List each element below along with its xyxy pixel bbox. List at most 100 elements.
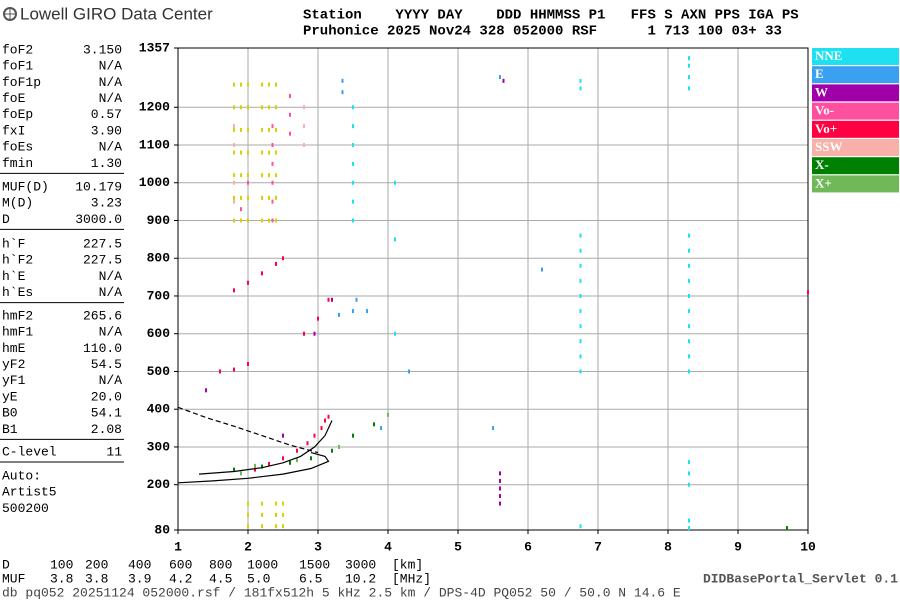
echo-point xyxy=(499,471,501,476)
echo-point xyxy=(303,124,305,129)
table-cell: 800 xyxy=(209,557,232,572)
legend-swatch xyxy=(812,120,899,138)
table-cell: 10.2 xyxy=(345,571,376,586)
echo-point xyxy=(240,195,242,200)
y-tick-label: 200 xyxy=(147,477,171,492)
echo-point xyxy=(247,512,249,517)
echo-point xyxy=(688,471,690,476)
parameter-value: N/A xyxy=(99,285,123,300)
echo-point xyxy=(254,467,256,472)
legend-label: X+ xyxy=(815,175,832,190)
table-cell: 3.8 xyxy=(50,571,73,586)
echo-point xyxy=(275,150,277,155)
echo-point xyxy=(579,324,582,329)
x-tick-label: 1 xyxy=(174,539,182,554)
parameter-name: h`F xyxy=(2,236,25,251)
echo-point xyxy=(688,309,690,314)
echo-point xyxy=(233,218,235,223)
x-tick-label: 7 xyxy=(594,539,602,554)
echo-point xyxy=(296,458,298,463)
table-cell: 3.8 xyxy=(85,571,108,586)
profile-curve xyxy=(198,420,333,475)
parameter-name: B0 xyxy=(2,406,18,421)
echo-point xyxy=(289,112,291,117)
x-tick-label: 2 xyxy=(244,539,252,554)
echo-point xyxy=(408,369,410,374)
echo-point xyxy=(275,501,277,506)
echo-point xyxy=(268,173,270,178)
echo-point xyxy=(261,105,263,110)
parameter-value: 20.0 xyxy=(91,389,122,404)
echo-point xyxy=(271,143,274,148)
echo-point xyxy=(268,195,270,200)
table-cell: 4.5 xyxy=(209,571,232,586)
echo-point xyxy=(247,218,249,223)
x-tick-label: 6 xyxy=(524,539,532,554)
echo-point xyxy=(271,199,274,204)
x-tick-label: 5 xyxy=(454,539,462,554)
echo-point xyxy=(261,271,263,276)
echo-point xyxy=(275,524,277,529)
echo-point xyxy=(394,237,396,242)
parameter-name: foEs xyxy=(2,140,33,155)
parameter-value: 0.57 xyxy=(91,107,122,122)
echo-point xyxy=(688,354,690,359)
echo-point xyxy=(331,448,333,453)
echo-point xyxy=(303,143,305,148)
y-tick-label: 1200 xyxy=(139,100,170,115)
table-unit: [km] xyxy=(392,557,423,572)
echo-point xyxy=(261,464,263,469)
table-cell: 400 xyxy=(128,557,151,572)
echo-point xyxy=(579,86,582,91)
parameter-value: 11 xyxy=(106,444,122,459)
table-unit: [MHz] xyxy=(392,571,431,586)
echo-point xyxy=(320,426,323,431)
echo-point xyxy=(261,150,263,155)
echo-point xyxy=(579,339,582,344)
echo-point xyxy=(233,127,235,132)
legend-label: W xyxy=(815,84,828,99)
echo-point xyxy=(324,418,326,423)
echo-point xyxy=(688,460,690,465)
table-cell: 3.9 xyxy=(128,571,151,586)
autoscaling-line: Artist5 xyxy=(2,485,57,500)
parameter-name: foF1p xyxy=(2,75,41,90)
parameter-value: 3.90 xyxy=(91,123,122,138)
legend-label: SSW xyxy=(815,139,842,154)
echo-point xyxy=(261,524,263,529)
echo-point xyxy=(205,388,207,393)
parameter-value: N/A xyxy=(99,75,123,90)
echo-point xyxy=(233,143,235,148)
plot-border xyxy=(177,47,809,531)
echo-point xyxy=(233,105,235,110)
echo-point xyxy=(233,195,235,200)
echo-point xyxy=(341,90,344,95)
y-tick-label: 900 xyxy=(147,213,171,228)
logo-text: Lowell GIRO Data Center xyxy=(20,4,213,23)
legend-label: Vo- xyxy=(815,103,834,118)
parameter-name: h`F2 xyxy=(2,253,33,268)
parameter-name: foF1 xyxy=(2,59,33,74)
servlet: DIDBasePortal_Servlet 0.1 xyxy=(703,571,898,586)
echo-point xyxy=(275,218,277,223)
echo-point xyxy=(579,263,582,268)
echo-point xyxy=(688,248,690,253)
echo-point xyxy=(271,180,274,185)
echo-point xyxy=(688,263,690,268)
legend-swatch xyxy=(812,139,899,156)
echo-point xyxy=(352,180,354,185)
echo-point xyxy=(282,433,284,438)
table-cell: 100 xyxy=(50,557,73,572)
echo-point xyxy=(268,218,270,223)
plot-area xyxy=(174,47,809,534)
echo-point xyxy=(579,293,582,298)
echo-point xyxy=(352,124,354,129)
echo-point xyxy=(502,78,505,83)
parameter-name: C-level xyxy=(2,444,57,459)
echo-point xyxy=(688,293,690,298)
autoscaling-line: Auto: xyxy=(2,468,41,483)
echo-point xyxy=(366,309,368,314)
echo-point xyxy=(261,501,263,506)
echo-point xyxy=(688,56,690,61)
x-tick-label: 3 xyxy=(314,539,322,554)
